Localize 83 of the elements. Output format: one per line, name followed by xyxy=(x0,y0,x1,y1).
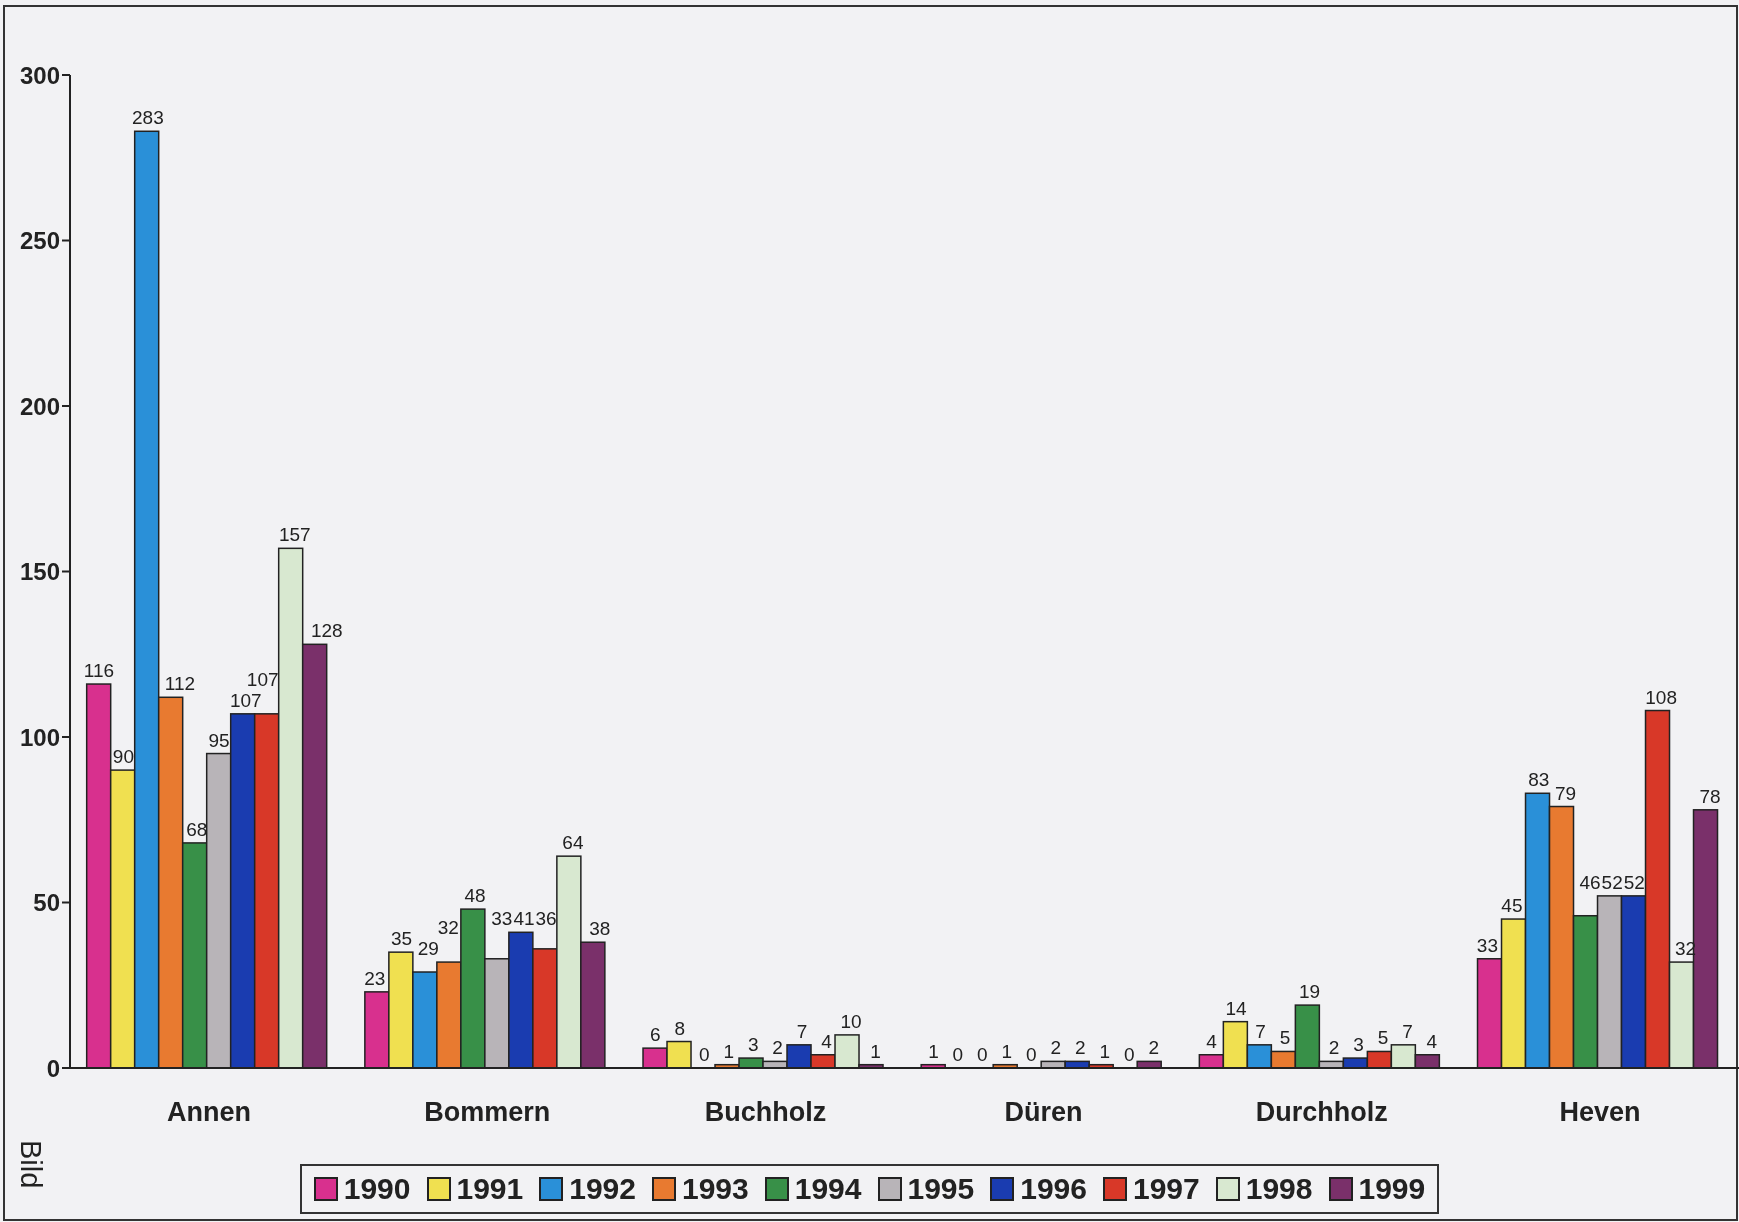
data-label: 0 xyxy=(1123,1044,1135,1065)
data-label: 14 xyxy=(1225,997,1248,1019)
x-tick-label: Annen xyxy=(167,1097,252,1128)
data-label: 38 xyxy=(589,918,611,940)
data-label: 5 xyxy=(1377,1027,1389,1049)
data-label: 2 xyxy=(1075,1037,1086,1059)
x-tick-label: Heven xyxy=(1559,1097,1641,1128)
legend-label: 1990 xyxy=(343,1172,411,1206)
data-label: 8 xyxy=(674,1017,686,1039)
legend-label: 1991 xyxy=(456,1172,524,1206)
x-tick-label: Bommern xyxy=(424,1097,551,1128)
data-label: 4 xyxy=(1206,1030,1218,1052)
data-label: 48 xyxy=(464,885,486,907)
data-label: 79 xyxy=(1554,782,1577,804)
data-label: 3 xyxy=(1353,1034,1364,1056)
x-tick-label: Durchholz xyxy=(1255,1097,1388,1128)
data-label: 0 xyxy=(698,1044,710,1065)
data-label: 283 xyxy=(132,107,164,129)
data-label: 23 xyxy=(364,967,386,989)
data-label: 2 xyxy=(1328,1037,1340,1059)
data-label: 6 xyxy=(649,1024,661,1046)
data-label: 1 xyxy=(1001,1040,1013,1062)
data-label: 68 xyxy=(186,818,208,840)
y-tick-label: 250 xyxy=(19,227,60,255)
x-tick-label: Düren xyxy=(1004,1097,1083,1128)
y-tick-label: 200 xyxy=(19,392,60,420)
data-label: 1 xyxy=(1099,1040,1111,1062)
legend-label: 1997 xyxy=(1133,1172,1200,1206)
y-tick-label: 150 xyxy=(19,558,60,586)
data-label: 0 xyxy=(952,1044,964,1065)
legend-label: 1996 xyxy=(1020,1172,1087,1206)
legend-label: 1995 xyxy=(907,1172,975,1206)
data-label: 4 xyxy=(1426,1030,1438,1052)
data-label: 95 xyxy=(208,729,230,751)
x-tick-label: Buchholz xyxy=(704,1097,827,1128)
data-label: 36 xyxy=(535,908,557,930)
data-label: 1 xyxy=(870,1040,881,1062)
legend-label: 1994 xyxy=(794,1172,862,1206)
data-label: 2 xyxy=(1050,1037,1062,1059)
data-label: 0 xyxy=(977,1044,988,1065)
legend-label: 1993 xyxy=(682,1172,749,1206)
data-label: 2 xyxy=(1148,1037,1160,1059)
data-label: 7 xyxy=(796,1020,808,1042)
data-label: 108 xyxy=(1645,686,1677,708)
y-tick-label: 50 xyxy=(33,889,60,917)
data-label: 4 xyxy=(821,1030,833,1052)
data-label: 45 xyxy=(1501,895,1523,917)
data-label: 2 xyxy=(772,1037,783,1059)
data-label: 78 xyxy=(1699,785,1721,807)
data-label: 64 xyxy=(562,832,584,854)
legend-label: 1998 xyxy=(1245,1172,1313,1206)
data-label: 3 xyxy=(747,1034,759,1056)
text: Bild xyxy=(15,1140,47,1189)
data-label: 35 xyxy=(391,928,413,950)
data-label: 19 xyxy=(1298,981,1321,1003)
legend-label: 1999 xyxy=(1358,1172,1426,1206)
data-label: 10 xyxy=(840,1010,862,1032)
data-label: 107 xyxy=(246,668,279,690)
y-tick-label: 300 xyxy=(19,61,60,89)
data-label: 128 xyxy=(310,620,343,642)
data-label: 112 xyxy=(164,673,196,695)
data-label: 0 xyxy=(1026,1044,1037,1065)
data-label: 83 xyxy=(1528,769,1550,791)
y-tick-label: 100 xyxy=(19,723,60,751)
data-label: 46 xyxy=(1579,871,1601,893)
data-label: 29 xyxy=(417,938,439,960)
data-label: 52 xyxy=(1601,871,1623,893)
data-label: 157 xyxy=(278,524,311,546)
data-label: 32 xyxy=(437,917,459,939)
data-label: 107 xyxy=(229,689,262,711)
data-label: 33 xyxy=(1476,934,1499,956)
data-label: 41 xyxy=(513,908,535,930)
legend-label: 1992 xyxy=(569,1172,636,1206)
data-label: 1 xyxy=(723,1040,734,1062)
data-label: 52 xyxy=(1623,871,1645,893)
data-label: 90 xyxy=(112,746,134,768)
data-label: 7 xyxy=(1402,1020,1413,1042)
data-label: 1 xyxy=(928,1040,939,1062)
data-label: 116 xyxy=(83,660,115,682)
data-label: 5 xyxy=(1279,1027,1291,1049)
data-label: 33 xyxy=(491,908,513,930)
y-tick-label: 0 xyxy=(46,1054,60,1082)
data-label: 7 xyxy=(1255,1020,1266,1042)
